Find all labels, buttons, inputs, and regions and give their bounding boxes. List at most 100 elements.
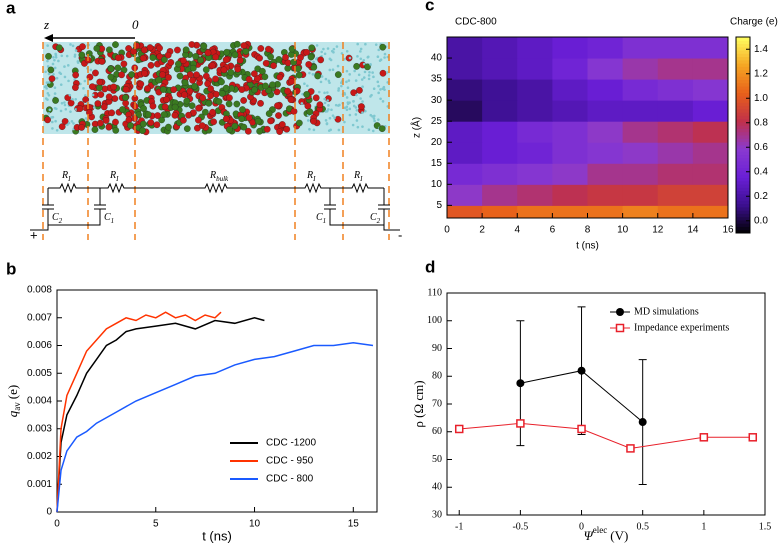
ion <box>45 52 52 60</box>
colorbar-step <box>736 59 750 64</box>
ion <box>304 102 312 110</box>
ion <box>259 67 266 75</box>
colorbar-step <box>736 216 750 221</box>
ion <box>93 45 101 52</box>
atom <box>354 113 358 116</box>
ion <box>193 71 200 79</box>
heat-cell <box>657 58 694 80</box>
atom <box>51 127 54 130</box>
heat-cell <box>447 205 483 219</box>
atom <box>362 62 366 66</box>
colorbar-label: Charge (e) <box>730 17 778 28</box>
heat-cell <box>482 163 518 185</box>
ion <box>112 118 119 126</box>
symbol: C <box>316 212 323 223</box>
colorbar-step <box>736 223 750 227</box>
colorbar-step <box>736 66 750 71</box>
atom <box>345 49 349 53</box>
heat-cell <box>657 121 694 143</box>
colorbar-step <box>736 92 750 97</box>
atom <box>356 55 359 58</box>
atom <box>308 71 311 75</box>
atom <box>354 79 358 82</box>
ion <box>245 76 253 83</box>
ion <box>297 54 304 61</box>
colorbar-step <box>736 219 750 224</box>
heat-cell <box>552 79 588 101</box>
colorbar-step <box>736 135 750 139</box>
atom <box>311 73 315 76</box>
atom <box>323 97 326 101</box>
ion <box>183 97 191 105</box>
component-label: C1 <box>104 212 114 224</box>
heat-cell <box>517 58 553 80</box>
atom <box>359 50 362 53</box>
atom <box>362 76 366 79</box>
ion <box>227 69 235 76</box>
y-tick-label: 35 <box>431 74 443 85</box>
colorbar-step <box>736 226 750 231</box>
colorbar-step <box>736 86 750 90</box>
colorbar-step <box>736 112 750 116</box>
y-tick-label: 25 <box>431 116 443 127</box>
data-point <box>516 379 525 388</box>
atom <box>54 52 57 56</box>
ion <box>153 121 161 129</box>
heat-cell <box>657 37 694 59</box>
ion <box>290 108 298 115</box>
ion <box>72 71 80 79</box>
atom <box>383 56 386 59</box>
ion <box>183 125 191 133</box>
atom <box>357 73 361 77</box>
ion <box>225 100 233 108</box>
ion <box>257 45 265 52</box>
ion <box>226 94 233 102</box>
ion <box>295 71 303 79</box>
ion <box>202 72 210 80</box>
atom <box>83 94 87 97</box>
heat-cell <box>657 163 694 185</box>
ion <box>154 112 161 119</box>
atom <box>70 120 74 123</box>
heat-cell <box>587 205 624 219</box>
ion <box>256 54 263 62</box>
ion <box>48 75 56 83</box>
colorbar-step <box>736 177 750 182</box>
symbol: R <box>353 170 360 181</box>
heat-cell <box>657 142 694 164</box>
heat-cell <box>692 121 729 143</box>
atom <box>300 102 304 105</box>
axis-label: ρ (Ω cm) <box>411 380 426 427</box>
colorbar-step <box>736 76 750 80</box>
colorbar-step <box>736 102 750 107</box>
colorbar-frame <box>735 36 751 234</box>
colorbar-step <box>736 148 750 152</box>
atom <box>84 117 88 120</box>
y-tick-label: 0.002 <box>27 451 52 462</box>
y-tick-label: 30 <box>432 509 442 520</box>
atom <box>372 117 376 120</box>
atom <box>348 113 352 117</box>
ion <box>273 88 281 96</box>
atom <box>355 93 358 97</box>
ion <box>233 40 241 48</box>
colorbar-step <box>736 131 750 136</box>
atom <box>47 72 51 76</box>
legend-marker <box>616 308 624 316</box>
heat-cell <box>447 37 483 59</box>
colorbar-step <box>736 187 750 192</box>
atom <box>377 84 380 88</box>
heat-cell <box>692 163 729 185</box>
ion <box>164 51 172 59</box>
colorbar-step <box>736 154 750 159</box>
ion <box>61 118 69 125</box>
atom <box>329 128 333 132</box>
ion <box>44 116 51 124</box>
ion <box>275 56 283 63</box>
ion <box>220 66 228 74</box>
atom <box>68 93 72 97</box>
ion <box>189 64 197 72</box>
ion <box>212 75 219 83</box>
atom <box>326 91 329 94</box>
